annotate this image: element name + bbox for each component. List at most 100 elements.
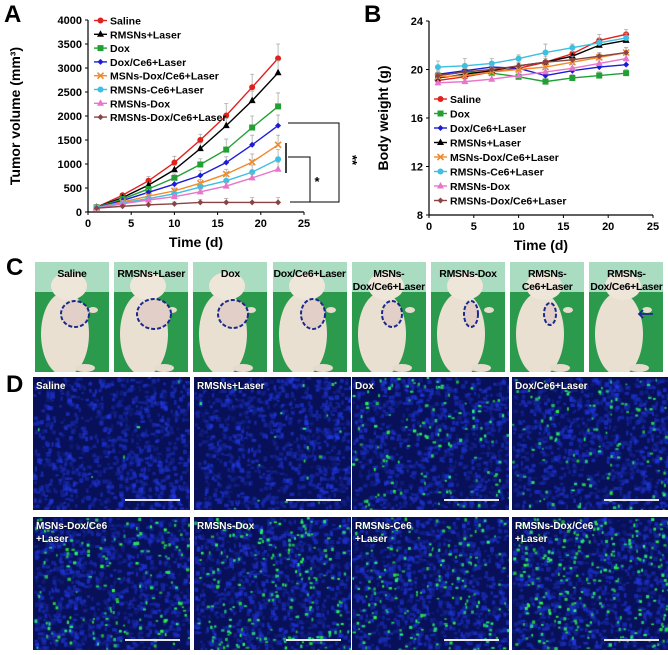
- photo-label: RMSNs- Ce6+Laser: [521, 268, 573, 293]
- micrograph-image: [512, 517, 668, 650]
- data-point: [461, 62, 468, 69]
- significance-bracket-single: [288, 156, 311, 202]
- y-tick-label: 500: [64, 183, 82, 195]
- micrograph-label: MSNs-Dox/Ce6 +Laser: [36, 521, 108, 545]
- data-point: [248, 96, 256, 104]
- legend-label: RMSNs-Ce6+Laser: [110, 85, 204, 97]
- data-point: [196, 187, 204, 195]
- micrograph-image: [512, 377, 668, 510]
- legend-item: MSNs-Dox/Ce6+Laser: [94, 71, 219, 83]
- mouse-photo-image: [272, 262, 347, 372]
- tumor-volume-chart: 0 5 10 15 20 25 0 500 1000 1500 2000 2500 3000 3500 40…: [7, 15, 360, 250]
- legend-marker: [97, 99, 104, 106]
- y-tick-label: 0: [76, 207, 82, 219]
- scale-bar: [125, 639, 180, 641]
- data-point: [222, 182, 230, 189]
- mouse-photo-image: [193, 262, 268, 372]
- data-point: [515, 71, 523, 79]
- data-point: [197, 161, 204, 168]
- scale-bar: [604, 499, 659, 501]
- series-line: [96, 125, 279, 209]
- y-tick-label: 2000: [58, 111, 82, 123]
- data-point: [197, 199, 204, 206]
- legend-item: Dox/Ce6+Laser: [94, 57, 186, 69]
- series-line: [437, 51, 627, 78]
- data-point: [461, 77, 469, 85]
- data-point: [171, 174, 178, 181]
- legend-marker: [437, 168, 444, 175]
- y-tick-label: 1500: [58, 135, 82, 147]
- data-point: [274, 68, 282, 76]
- legend-item: RMSNs-Dox/Ce6+Laser: [94, 112, 226, 124]
- data-point: [197, 184, 204, 191]
- legend-marker: [437, 197, 444, 204]
- series-rmsns-dox: [434, 54, 630, 86]
- x-axis-label: Time (d): [514, 237, 568, 253]
- data-point: [170, 192, 178, 200]
- micrograph-image: [33, 517, 190, 650]
- scale-bar: [444, 499, 499, 501]
- photo-label: Dox/Ce6+Laser: [273, 268, 346, 280]
- mouse-photo: RMSNs-Dox: [431, 262, 505, 372]
- series-line: [96, 201, 279, 209]
- mouse-photo: RMSNs- Ce6+Laser: [510, 262, 585, 372]
- data-point: [223, 146, 230, 153]
- photo-label: RMSNs- Dox/Ce6+Laser: [590, 268, 663, 293]
- legend-item: RMSNs-Dox/Ce6+Laser: [434, 196, 566, 208]
- y-axis-label: Tumor volume (mm³): [7, 47, 23, 185]
- data-point: [569, 44, 576, 51]
- micrograph: RMSNs-Ce6 +Laser: [352, 517, 509, 650]
- photo-label: MSNs- Dox/Ce6+Laser: [352, 268, 426, 293]
- scale-bar: [604, 639, 659, 641]
- series-line: [96, 57, 279, 208]
- data-point: [623, 61, 630, 68]
- series-line: [96, 168, 279, 209]
- data-point: [275, 103, 282, 110]
- legend-item: Dox/Ce6+Laser: [434, 123, 526, 135]
- series-rmsns-dox-ce6-laser: [434, 47, 630, 79]
- body-weight-chart: 0 5 10 15 20 25 8 12 16 20 24 Time (d) Body weight (…: [375, 16, 659, 253]
- legend-marker: [436, 153, 445, 161]
- data-point: [596, 72, 603, 79]
- micrograph: MSNs-Dox/Ce6 +Laser: [33, 517, 190, 650]
- series-line: [437, 51, 627, 77]
- series-line: [437, 63, 627, 77]
- data-point: [541, 63, 550, 71]
- data-point: [275, 156, 282, 163]
- y-tick-label: 1000: [58, 159, 82, 171]
- legend-marker: [437, 182, 444, 189]
- x-tick-label: 15: [557, 221, 569, 233]
- scale-bar: [286, 499, 341, 501]
- data-point: [515, 55, 522, 62]
- micrograph: Dox: [352, 377, 509, 510]
- data-point: [144, 196, 152, 203]
- data-point: [541, 67, 549, 75]
- x-axis-label: Time (d): [169, 234, 223, 250]
- data-point: [197, 137, 204, 143]
- data-point: [274, 141, 282, 149]
- data-point: [434, 64, 441, 71]
- series-line: [96, 72, 279, 208]
- significance-bracket-double: [288, 122, 340, 203]
- error-bar: [276, 134, 281, 145]
- mouse-photo-image: [431, 262, 505, 372]
- y-tick-label: 3500: [58, 39, 82, 51]
- data-point: [568, 52, 576, 59]
- y-tick-label: 12: [411, 162, 423, 174]
- data-point: [171, 181, 178, 188]
- micrograph-label: RMSNs-Ce6 +Laser: [355, 521, 412, 545]
- data-point: [542, 59, 549, 66]
- legend-item: RMSNs-Ce6+Laser: [434, 167, 544, 179]
- legend-label: Saline: [450, 94, 481, 106]
- y-tick-label: 24: [411, 16, 424, 28]
- legend-label: Dox: [450, 109, 470, 121]
- x-tick-label: 25: [298, 218, 310, 230]
- mouse-photo-image: [351, 262, 426, 372]
- micrograph-label: Saline: [36, 381, 66, 392]
- micrograph-label: RMSNs+Laser: [197, 381, 265, 392]
- data-point: [197, 172, 204, 179]
- photo-label: Dox: [220, 268, 240, 280]
- data-point: [569, 56, 576, 63]
- photo-label: RMSNs+Laser: [117, 268, 185, 280]
- micrograph: RMSNs-Dox/Ce6 +Laser: [512, 517, 668, 650]
